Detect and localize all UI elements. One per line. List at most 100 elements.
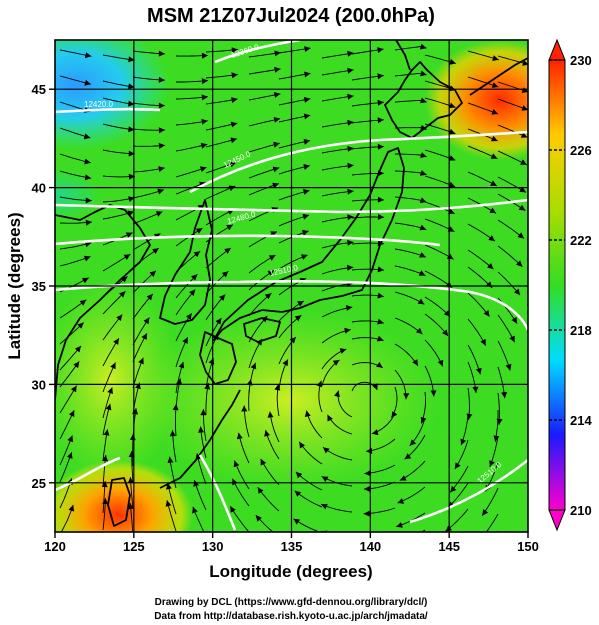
colorbar-label-218: 218 bbox=[570, 323, 592, 338]
streamline-arrowhead bbox=[487, 263, 494, 270]
streamline-arrowhead bbox=[480, 338, 486, 346]
y-tick-label-25: 25 bbox=[32, 476, 46, 491]
streamline-arrowhead bbox=[273, 92, 281, 98]
x-tick-label-150: 150 bbox=[517, 539, 539, 554]
streamline-arrowhead bbox=[417, 298, 425, 305]
cool-region-northwest bbox=[55, 40, 170, 150]
streamline-arrowhead bbox=[201, 52, 208, 59]
streamline-arrowhead bbox=[516, 260, 523, 267]
streamline-arrowhead bbox=[200, 142, 208, 149]
streamline-arrowhead bbox=[68, 410, 75, 417]
streamline-arrowhead bbox=[83, 133, 91, 140]
streamline-arrowhead bbox=[347, 162, 354, 169]
streamline-arrowhead bbox=[304, 46, 311, 52]
streamline-arrowhead bbox=[418, 270, 426, 276]
streamline-arrowhead bbox=[489, 207, 497, 214]
streamline-arrowhead bbox=[165, 500, 172, 507]
streamline-arrowhead bbox=[172, 404, 179, 411]
streamline-arrowhead bbox=[303, 96, 311, 103]
streamline bbox=[485, 513, 499, 532]
streamline-arrowhead bbox=[191, 274, 198, 281]
streamline-arrowhead bbox=[420, 170, 427, 176]
streamline-arrowhead bbox=[128, 100, 135, 107]
streamline-arrowhead bbox=[301, 254, 308, 260]
streamline-arrowhead bbox=[397, 498, 405, 504]
x-tick-label-135: 135 bbox=[281, 539, 303, 554]
colorbar-label-222: 222 bbox=[570, 233, 592, 248]
streamline-arrowhead bbox=[303, 164, 310, 170]
streamline-arrowhead bbox=[347, 188, 354, 195]
streamline-arrowhead bbox=[294, 490, 302, 497]
colorbar-bottom-triangle bbox=[548, 509, 566, 532]
streamline-arrowhead bbox=[272, 182, 279, 189]
streamline-arrowhead bbox=[420, 152, 427, 158]
contour-12510-mid bbox=[55, 280, 528, 331]
streamline-arrowhead bbox=[454, 462, 461, 469]
streamline-arrowhead bbox=[419, 224, 427, 231]
streamline-arrowhead bbox=[466, 413, 473, 420]
streamline-arrowhead bbox=[377, 292, 384, 299]
streamline-arrowhead bbox=[176, 378, 182, 385]
streamline-arrowhead bbox=[347, 67, 354, 74]
contour-12510-southeast bbox=[409, 458, 528, 524]
streamline-arrowhead bbox=[491, 135, 498, 142]
streamline-arrowhead bbox=[201, 118, 208, 125]
streamline-arrowhead bbox=[226, 224, 233, 231]
streamline-arrowhead bbox=[412, 359, 418, 366]
streamline-arrowhead bbox=[158, 76, 165, 83]
streamline-arrowhead bbox=[77, 322, 84, 329]
colorbar-top-triangle bbox=[548, 38, 566, 61]
streamline-arrowhead bbox=[250, 362, 257, 370]
streamline-arrowhead bbox=[519, 186, 526, 193]
streamline-arrowhead bbox=[517, 232, 525, 239]
streamline-arrowhead bbox=[138, 357, 144, 365]
sakhalin-coastline bbox=[395, 40, 411, 71]
streamline-arrowhead bbox=[158, 50, 165, 57]
streamline bbox=[496, 530, 499, 532]
streamline-arrowhead bbox=[514, 288, 521, 296]
streamline-arrowhead bbox=[264, 430, 270, 437]
streamline-arrowhead bbox=[233, 460, 240, 468]
streamline-arrowhead bbox=[344, 327, 351, 334]
streamline-arrowhead bbox=[110, 362, 116, 370]
streamline-arrowhead bbox=[501, 391, 508, 399]
streamline-arrowhead bbox=[420, 416, 427, 424]
streamline-arrowhead bbox=[231, 72, 238, 79]
streamline-arrowhead bbox=[448, 128, 456, 135]
streamline-arrowhead bbox=[230, 121, 238, 128]
streamline-arrowhead bbox=[377, 117, 384, 124]
streamline-arrowhead bbox=[332, 360, 340, 366]
contour-12510-south bbox=[198, 454, 237, 531]
streamline-arrowhead bbox=[101, 481, 108, 488]
streamline-arrowhead bbox=[420, 124, 427, 131]
y-tick-label-30: 30 bbox=[32, 377, 46, 392]
contour-12420 bbox=[55, 107, 161, 114]
streamline-arrowhead bbox=[303, 113, 311, 120]
streamline-arrowhead bbox=[84, 79, 91, 86]
streamline-arrowhead bbox=[82, 277, 89, 284]
streamline-arrowhead bbox=[85, 219, 92, 226]
streamline-arrowhead bbox=[303, 189, 310, 195]
streamline-arrowhead bbox=[127, 503, 134, 510]
streamline-arrowhead bbox=[267, 411, 274, 418]
x-tick-label-120: 120 bbox=[44, 539, 66, 554]
x-tick-label-140: 140 bbox=[359, 539, 381, 554]
streamline-arrowhead bbox=[158, 142, 165, 149]
streamline-arrowhead bbox=[327, 414, 333, 422]
streamline-arrowhead bbox=[472, 386, 479, 393]
streamline-arrowhead bbox=[522, 60, 528, 66]
streamline-arrowhead bbox=[189, 289, 196, 296]
map-title: MSM 21Z07Jul2024 (200.0hPa) bbox=[147, 5, 435, 27]
streamline-arrowhead bbox=[460, 438, 467, 446]
streamline-arrowhead bbox=[520, 159, 527, 165]
streamline-arrowhead bbox=[302, 213, 310, 220]
streamline-arrowhead bbox=[230, 137, 237, 144]
streamline-arrowhead bbox=[376, 335, 384, 342]
streamline-arrowhead bbox=[509, 335, 515, 343]
streamline-arrowhead bbox=[491, 82, 499, 88]
contour-label-2: 12420.0 bbox=[84, 100, 113, 109]
streamline-arrowhead bbox=[241, 405, 248, 412]
teal-region bbox=[55, 170, 100, 220]
streamline-arrowhead bbox=[304, 410, 311, 417]
streamline-arrowhead bbox=[146, 293, 153, 301]
